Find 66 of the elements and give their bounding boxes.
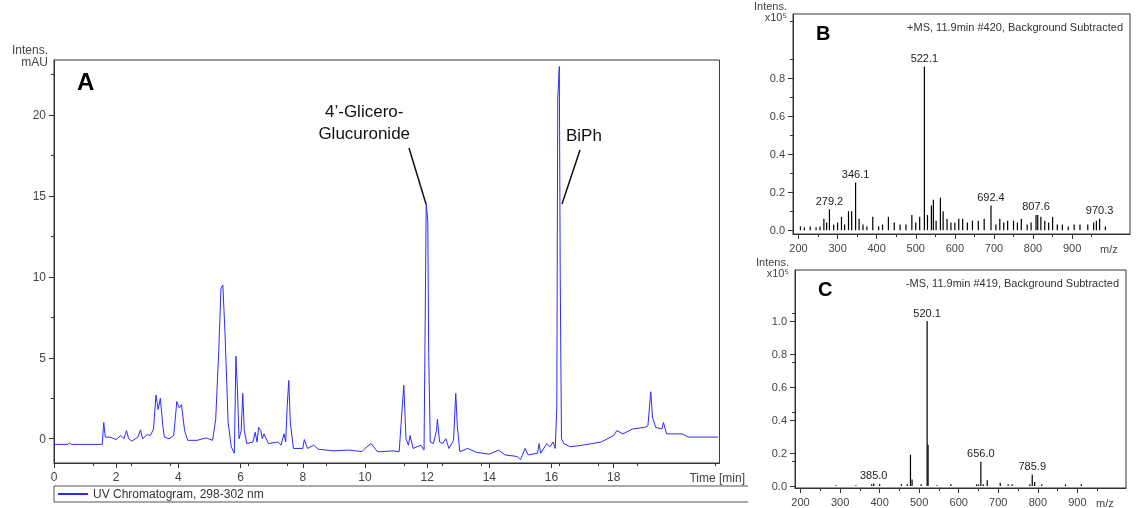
x-tick-label: 400 [867, 241, 886, 254]
y-tick-label: 15 [32, 188, 47, 203]
legend-label: UV Chromatogram, 298-302 nm [93, 487, 264, 501]
x-tick-label: 6 [237, 470, 245, 484]
x-tick-label: 200 [789, 241, 808, 254]
x-tick-label: 400 [870, 495, 889, 508]
annotation: 279.2 [815, 194, 844, 207]
y-tick-label: 0.0 [769, 224, 785, 237]
x-tick-label: 200 [791, 495, 810, 508]
x-axis-title: m/z [1100, 242, 1118, 255]
x-axis-title: Time [min] [689, 471, 745, 485]
annotation: BiPh [565, 125, 602, 145]
y-axis-title: Intens. x10⁵ [753, 0, 787, 23]
y-tick-label: 0.4 [771, 414, 787, 427]
y-tick-label: 0.2 [771, 447, 787, 460]
x-tick-label: 8 [299, 470, 307, 484]
x-tick-label: 18 [607, 470, 621, 484]
x-tick-label: 4 [175, 470, 183, 484]
annotation: 970.3 [1085, 204, 1114, 217]
annotation: 807.6 [1022, 200, 1050, 213]
y-axis-title: Intens. mAU [11, 43, 48, 69]
annotation: 656.0 [967, 447, 995, 460]
x-tick-label: 700 [984, 241, 1004, 254]
x-tick-label: 12 [420, 470, 435, 484]
x-tick-label: 500 [906, 241, 925, 254]
text: -MS, 11.9min #419, Background Subtracted [905, 276, 1120, 289]
x-tick-label: 300 [830, 495, 850, 508]
annotation: 520.1 [913, 306, 941, 319]
y-tick-label: 0.6 [769, 110, 785, 123]
y-tick-label: 20 [32, 108, 47, 123]
annotation: 692.4 [977, 190, 1005, 203]
x-tick-label: 800 [1028, 495, 1047, 508]
x-tick-label: 2 [112, 470, 120, 484]
annotation: 4’-Glicero- Glucuronide [318, 101, 411, 143]
chart-title: C [818, 278, 833, 300]
x-tick-label: 0 [50, 470, 58, 484]
y-tick-label: 0.2 [769, 186, 785, 199]
chart-title: B [816, 22, 831, 44]
annotation: 385.0 [859, 468, 888, 481]
x-tick-label: 800 [1023, 241, 1043, 254]
x-tick-label: 700 [989, 495, 1008, 508]
x-tick-label: 14 [482, 470, 497, 484]
x-tick-label: 900 [1068, 495, 1087, 508]
y-axis-title: Intens. x10⁵ [755, 255, 789, 279]
x-tick-label: 900 [1062, 241, 1082, 254]
x-tick-label: 300 [828, 241, 847, 254]
y-tick-label: 5 [39, 350, 47, 365]
y-tick-label: 0.8 [771, 348, 787, 361]
x-axis-title: m/z [1096, 496, 1114, 508]
y-tick-label: 0 [39, 431, 47, 446]
y-tick-label: 10 [32, 269, 47, 284]
x-tick-label: 500 [909, 495, 929, 508]
y-tick-label: 0.8 [769, 71, 785, 84]
chart-title: A [77, 67, 95, 95]
x-tick-label: 16 [544, 470, 559, 484]
annotation: 522.1 [910, 52, 939, 65]
annotation: 346.1 [841, 168, 870, 181]
x-tick-label: 600 [945, 241, 965, 254]
text: +MS, 11.9min #420, Background Subtracted [907, 20, 1124, 33]
x-tick-label: 10 [358, 470, 372, 484]
y-tick-label: 0.6 [771, 381, 787, 394]
y-tick-label: 0.0 [771, 480, 787, 493]
x-tick-label: 600 [949, 495, 968, 508]
y-tick-label: 1.0 [771, 315, 787, 328]
y-tick-label: 0.4 [769, 148, 785, 161]
annotation: 785.9 [1018, 459, 1046, 472]
